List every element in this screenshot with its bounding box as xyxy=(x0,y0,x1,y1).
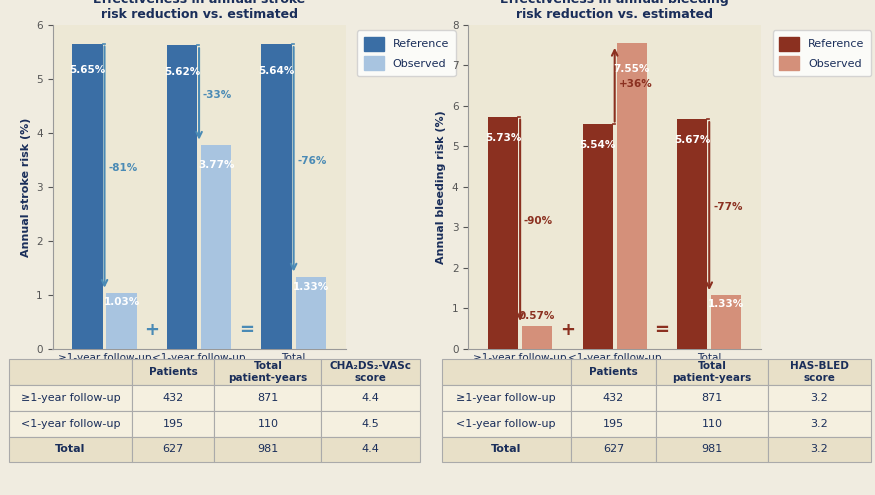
Bar xyxy=(677,119,707,349)
Text: +: + xyxy=(144,321,159,339)
Text: 1.33%: 1.33% xyxy=(708,299,745,309)
Y-axis label: Annual bleeding risk (%): Annual bleeding risk (%) xyxy=(437,110,446,264)
Bar xyxy=(583,124,612,349)
Text: 5.65%: 5.65% xyxy=(69,65,106,75)
Title: Effectiveness in annual bleeding
risk reduction vs. estimated: Effectiveness in annual bleeding risk re… xyxy=(500,0,729,21)
Bar xyxy=(522,326,552,349)
Text: +: + xyxy=(560,321,575,339)
Text: 5.54%: 5.54% xyxy=(579,140,616,150)
Title: Effectiveness in annual stroke
risk reduction vs. estimated: Effectiveness in annual stroke risk redu… xyxy=(93,0,305,21)
Text: -33%: -33% xyxy=(203,90,232,100)
Text: 5.73%: 5.73% xyxy=(485,133,522,143)
Text: 5.67%: 5.67% xyxy=(674,135,710,145)
Y-axis label: Annual stroke risk (%): Annual stroke risk (%) xyxy=(21,117,31,256)
Text: 0.57%: 0.57% xyxy=(519,311,556,321)
Text: -81%: -81% xyxy=(108,163,137,173)
Text: 1.33%: 1.33% xyxy=(292,282,329,292)
Text: 1.03%: 1.03% xyxy=(103,297,140,307)
Bar xyxy=(296,277,326,349)
Bar xyxy=(711,295,741,349)
Text: 5.64%: 5.64% xyxy=(258,65,295,76)
Bar xyxy=(167,45,197,349)
Bar xyxy=(262,44,291,349)
Text: 3.77%: 3.77% xyxy=(198,159,234,169)
Bar xyxy=(73,44,102,349)
Bar xyxy=(107,294,136,349)
Text: +36%: +36% xyxy=(619,79,652,89)
Text: =: = xyxy=(654,321,669,339)
Text: 5.62%: 5.62% xyxy=(164,66,200,77)
Legend: Reference, Observed: Reference, Observed xyxy=(357,30,456,76)
Bar xyxy=(617,43,647,349)
Bar xyxy=(201,145,231,349)
Bar xyxy=(488,117,518,349)
Text: -90%: -90% xyxy=(524,216,553,226)
Text: =: = xyxy=(239,321,254,339)
Text: 7.55%: 7.55% xyxy=(613,64,650,74)
Text: -77%: -77% xyxy=(713,202,743,212)
Text: -76%: -76% xyxy=(298,155,326,166)
Legend: Reference, Observed: Reference, Observed xyxy=(773,30,872,76)
